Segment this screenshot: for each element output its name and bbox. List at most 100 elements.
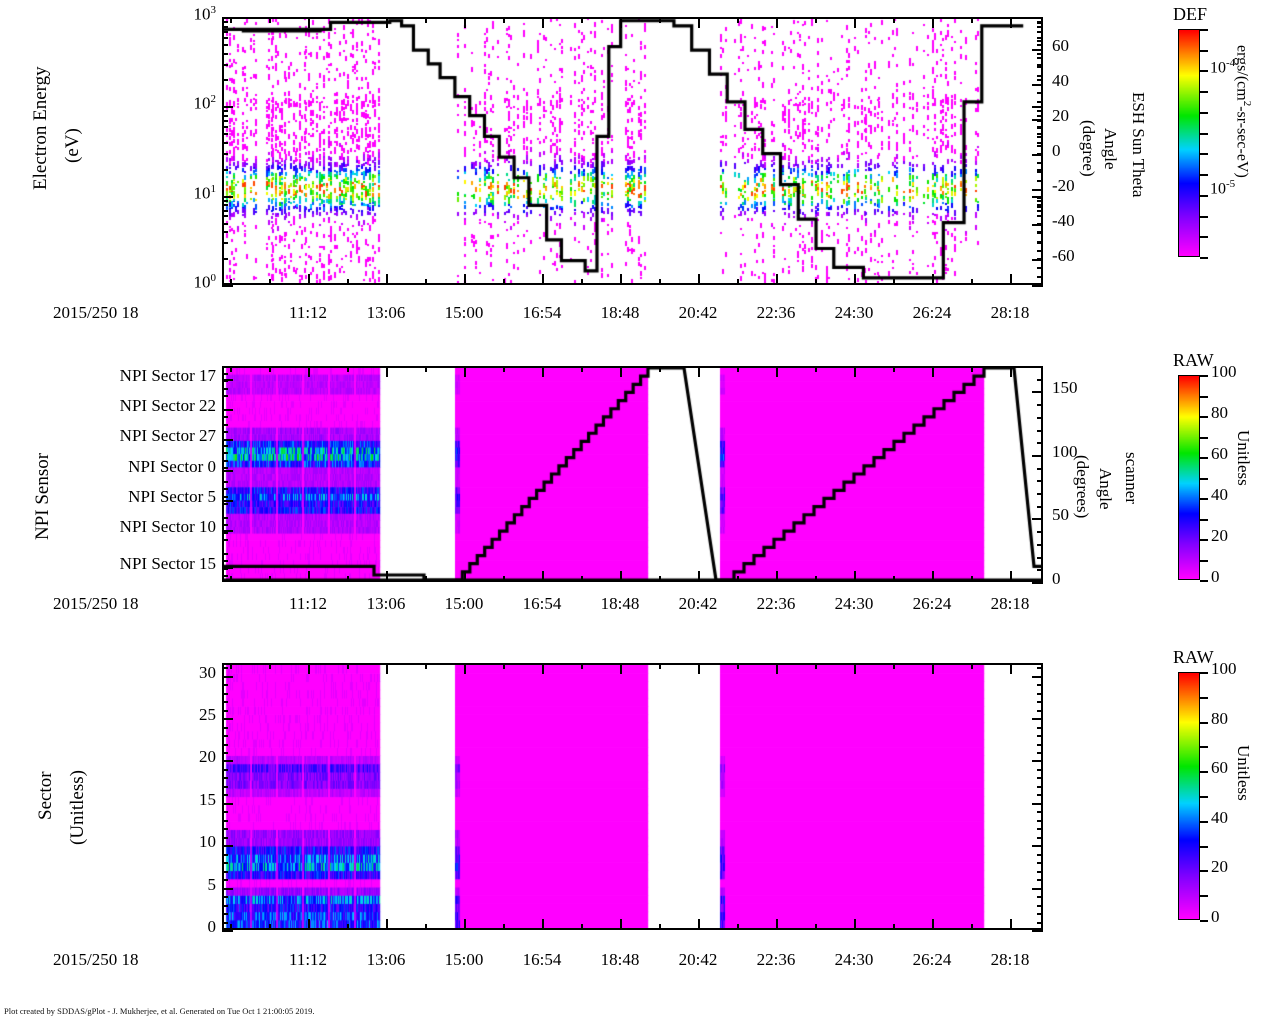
axis-tick bbox=[1037, 169, 1043, 171]
panel1-ylabel-line1: Electron Energy bbox=[30, 66, 51, 190]
axis-tick bbox=[230, 576, 232, 582]
panel3-plot-area[interactable] bbox=[222, 663, 1043, 930]
axis-tick bbox=[1037, 101, 1043, 103]
axis-tick bbox=[1037, 862, 1043, 864]
axis-tick bbox=[1200, 560, 1208, 562]
axis-tick bbox=[1037, 684, 1043, 686]
axis-tick bbox=[854, 919, 856, 930]
tick-label: 11:12 bbox=[288, 950, 328, 969]
axis-tick bbox=[464, 17, 466, 28]
tick-label: NPI Sector 0 bbox=[128, 456, 216, 476]
axis-tick bbox=[932, 571, 934, 582]
axis-tick bbox=[1037, 44, 1043, 46]
axis-tick bbox=[542, 17, 544, 28]
axis-tick bbox=[222, 735, 228, 737]
tick-label: 26:24 bbox=[912, 594, 952, 613]
axis-tick bbox=[464, 571, 466, 582]
axis-tick bbox=[776, 274, 778, 285]
axis-tick bbox=[698, 274, 700, 285]
axis-tick bbox=[222, 905, 228, 907]
axis-tick bbox=[1037, 204, 1043, 206]
axis-tick bbox=[1037, 242, 1043, 244]
axis-tick bbox=[776, 919, 778, 930]
axis-tick bbox=[1200, 672, 1208, 674]
tick-label: 0 bbox=[1052, 569, 1061, 588]
tick-label: 0 bbox=[1052, 140, 1061, 160]
axis-tick bbox=[659, 576, 661, 582]
axis-tick bbox=[542, 663, 544, 674]
axis-tick bbox=[386, 274, 388, 285]
axis-tick bbox=[222, 153, 228, 155]
axis-tick bbox=[222, 445, 228, 447]
axis-tick bbox=[1037, 744, 1043, 746]
axis-tick bbox=[815, 17, 817, 23]
panel2-colorbar-unit-label: Unitless bbox=[1234, 430, 1253, 486]
axis-tick bbox=[222, 31, 228, 33]
axis-tick bbox=[230, 366, 232, 372]
axis-tick bbox=[347, 366, 349, 372]
axis-tick bbox=[1037, 276, 1043, 278]
axis-tick bbox=[222, 200, 228, 202]
tick-label: 150 bbox=[1052, 378, 1078, 398]
axis-tick bbox=[1037, 404, 1043, 406]
axis-tick bbox=[222, 380, 228, 382]
axis-tick bbox=[1010, 366, 1012, 377]
axis-tick bbox=[222, 210, 228, 212]
axis-tick bbox=[1200, 437, 1208, 439]
axis-tick bbox=[1037, 37, 1043, 39]
axis-tick bbox=[222, 913, 228, 915]
axis-tick bbox=[854, 571, 856, 582]
axis-tick bbox=[222, 568, 228, 570]
axis-tick bbox=[222, 488, 228, 490]
axis-tick bbox=[222, 517, 228, 519]
axis-tick bbox=[1037, 896, 1043, 898]
tick-label: 80 bbox=[1211, 403, 1228, 422]
axis-tick bbox=[222, 837, 228, 839]
tick-label: 24:30 bbox=[834, 303, 874, 322]
axis-tick bbox=[542, 919, 544, 930]
tick-label: 25 bbox=[199, 705, 216, 725]
axis-tick bbox=[503, 17, 505, 23]
axis-tick bbox=[222, 431, 228, 433]
axis-tick bbox=[1037, 442, 1043, 444]
axis-tick bbox=[1200, 771, 1208, 773]
tick-label: 15:00 bbox=[444, 303, 484, 322]
axis-tick bbox=[222, 470, 233, 472]
axis-tick bbox=[581, 279, 583, 285]
panel2-spectrogram bbox=[224, 368, 1041, 580]
tick-label: NPI Sector 17 bbox=[119, 365, 216, 385]
axis-tick bbox=[1200, 746, 1208, 748]
tick-label: 100 bbox=[1052, 441, 1078, 461]
axis-tick bbox=[1032, 49, 1043, 51]
panel2-plot-area[interactable] bbox=[222, 366, 1043, 582]
axis-tick bbox=[230, 663, 232, 669]
axis-tick bbox=[854, 17, 856, 28]
axis-tick bbox=[222, 760, 233, 762]
axis-tick bbox=[1032, 285, 1043, 287]
tick-label: 11:12 bbox=[288, 303, 328, 322]
axis-tick bbox=[1037, 811, 1043, 813]
axis-tick bbox=[893, 279, 895, 285]
axis-tick bbox=[1037, 777, 1043, 779]
axis-tick bbox=[222, 896, 228, 898]
axis-tick bbox=[222, 110, 228, 112]
tick-label: 20 bbox=[1211, 526, 1228, 545]
tick-label: 18:48 bbox=[600, 303, 640, 322]
axis-tick bbox=[776, 366, 778, 377]
axis-tick bbox=[1010, 663, 1012, 674]
axis-tick bbox=[1200, 846, 1208, 848]
tick-label: NPI Sector 10 bbox=[119, 517, 216, 537]
panel1-plot-area[interactable] bbox=[222, 17, 1043, 285]
panel3-colorbar bbox=[1178, 672, 1200, 920]
axis-tick bbox=[932, 366, 934, 377]
axis-tick bbox=[1037, 493, 1043, 495]
axis-tick bbox=[542, 571, 544, 582]
axis-tick bbox=[737, 924, 739, 930]
axis-tick bbox=[1032, 888, 1043, 890]
axis-tick bbox=[776, 17, 778, 28]
axis-tick bbox=[1037, 145, 1043, 147]
axis-tick bbox=[1037, 727, 1043, 729]
axis-tick bbox=[222, 820, 228, 822]
axis-tick bbox=[1037, 267, 1043, 269]
axis-tick bbox=[1032, 391, 1043, 393]
